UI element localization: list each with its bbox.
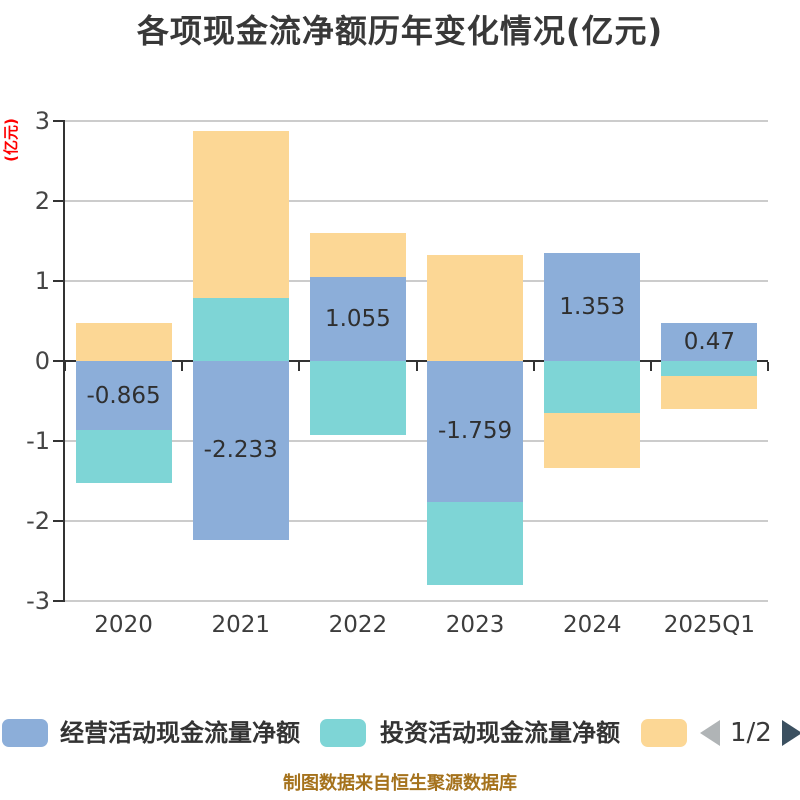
y-axis-tick: [53, 360, 63, 362]
bar-segment[interactable]: [544, 361, 641, 413]
x-tick-label: 2025Q1: [663, 612, 756, 638]
legend-page-indicator: 1/2: [730, 718, 772, 748]
y-tick-label: 0: [34, 347, 50, 375]
x-axis-tick: [649, 362, 652, 371]
bar-value-label: -2.233: [203, 437, 278, 464]
x-tick-label: 2020: [94, 612, 153, 638]
bar-segment[interactable]: [192, 297, 289, 361]
bar-segment[interactable]: [75, 430, 172, 483]
x-tick-label: 2023: [445, 612, 505, 638]
legend-swatch-investing[interactable]: [320, 719, 366, 747]
gridline: [65, 200, 768, 202]
legend-label-investing[interactable]: 投资活动现金流量净额: [380, 719, 620, 747]
footer-note: 制图数据来自恒生聚源数据库: [283, 773, 517, 794]
y-axis-tick: [53, 600, 63, 602]
y-axis-tick: [53, 120, 63, 122]
y-tick-label: -1: [26, 427, 50, 455]
bar-segment[interactable]: [75, 323, 172, 361]
legend: 经营活动现金流量净额 投资活动现金流量净额 1/2: [0, 716, 800, 752]
gridline: [65, 520, 768, 522]
legend-prev-page-icon[interactable]: [700, 720, 720, 746]
bar-segment[interactable]: [309, 276, 406, 361]
bar-segment[interactable]: [544, 412, 641, 468]
bar-segment[interactable]: [192, 361, 289, 540]
y-axis-line: [63, 120, 65, 602]
legend-swatch-operating[interactable]: [2, 719, 48, 747]
y-tick-label: -2: [26, 507, 50, 535]
bar-segment[interactable]: [544, 252, 641, 361]
bar-value-label: -0.865: [86, 382, 161, 409]
x-axis-tick: [767, 362, 769, 371]
x-tick-label: 2024: [562, 612, 622, 638]
bar-value-label: -1.759: [438, 418, 513, 445]
y-tick-label: 3: [34, 107, 50, 135]
bar-segment[interactable]: [427, 501, 524, 585]
y-tick-label: 1: [34, 267, 50, 295]
bar-segment[interactable]: [427, 254, 524, 361]
x-tick-label: 2021: [211, 612, 271, 638]
gridline: [65, 120, 768, 122]
y-tick-label: -3: [26, 587, 50, 615]
y-axis-tick: [53, 280, 63, 282]
bar-segment[interactable]: [427, 361, 524, 502]
chart-title: 各项现金流净额历年变化情况(亿元): [136, 12, 664, 50]
bar-segment[interactable]: [661, 323, 758, 361]
legend-next-page-icon[interactable]: [782, 720, 800, 746]
bar-segment[interactable]: [75, 361, 172, 431]
y-axis-tick: [53, 200, 63, 202]
legend-label-operating[interactable]: 经营活动现金流量净额: [60, 719, 300, 747]
x-axis-tick: [298, 362, 301, 371]
bar-segment[interactable]: [309, 361, 406, 436]
legend-swatch-financing[interactable]: [641, 719, 687, 747]
x-axis-tick: [181, 362, 184, 371]
bar-segment[interactable]: [309, 233, 406, 277]
gridline: [65, 280, 768, 282]
gridline: [65, 440, 768, 442]
gridline: [65, 600, 768, 602]
bar-value-label: 0.47: [683, 329, 736, 356]
x-axis-tick: [415, 362, 418, 371]
bar-segment[interactable]: [661, 375, 758, 409]
y-axis-tick: [53, 440, 63, 442]
y-axis-tick: [53, 520, 63, 522]
x-axis-tick: [532, 362, 535, 371]
bar-segment[interactable]: [661, 361, 758, 376]
x-tick-label: 2022: [328, 612, 388, 638]
bar-value-label: 1.055: [324, 305, 391, 332]
y-tick-label: 2: [34, 187, 50, 215]
x-axis-line: [65, 360, 768, 362]
bar-value-label: 1.353: [559, 293, 626, 320]
bar-segment[interactable]: [192, 131, 289, 298]
x-axis-tick: [64, 362, 66, 371]
